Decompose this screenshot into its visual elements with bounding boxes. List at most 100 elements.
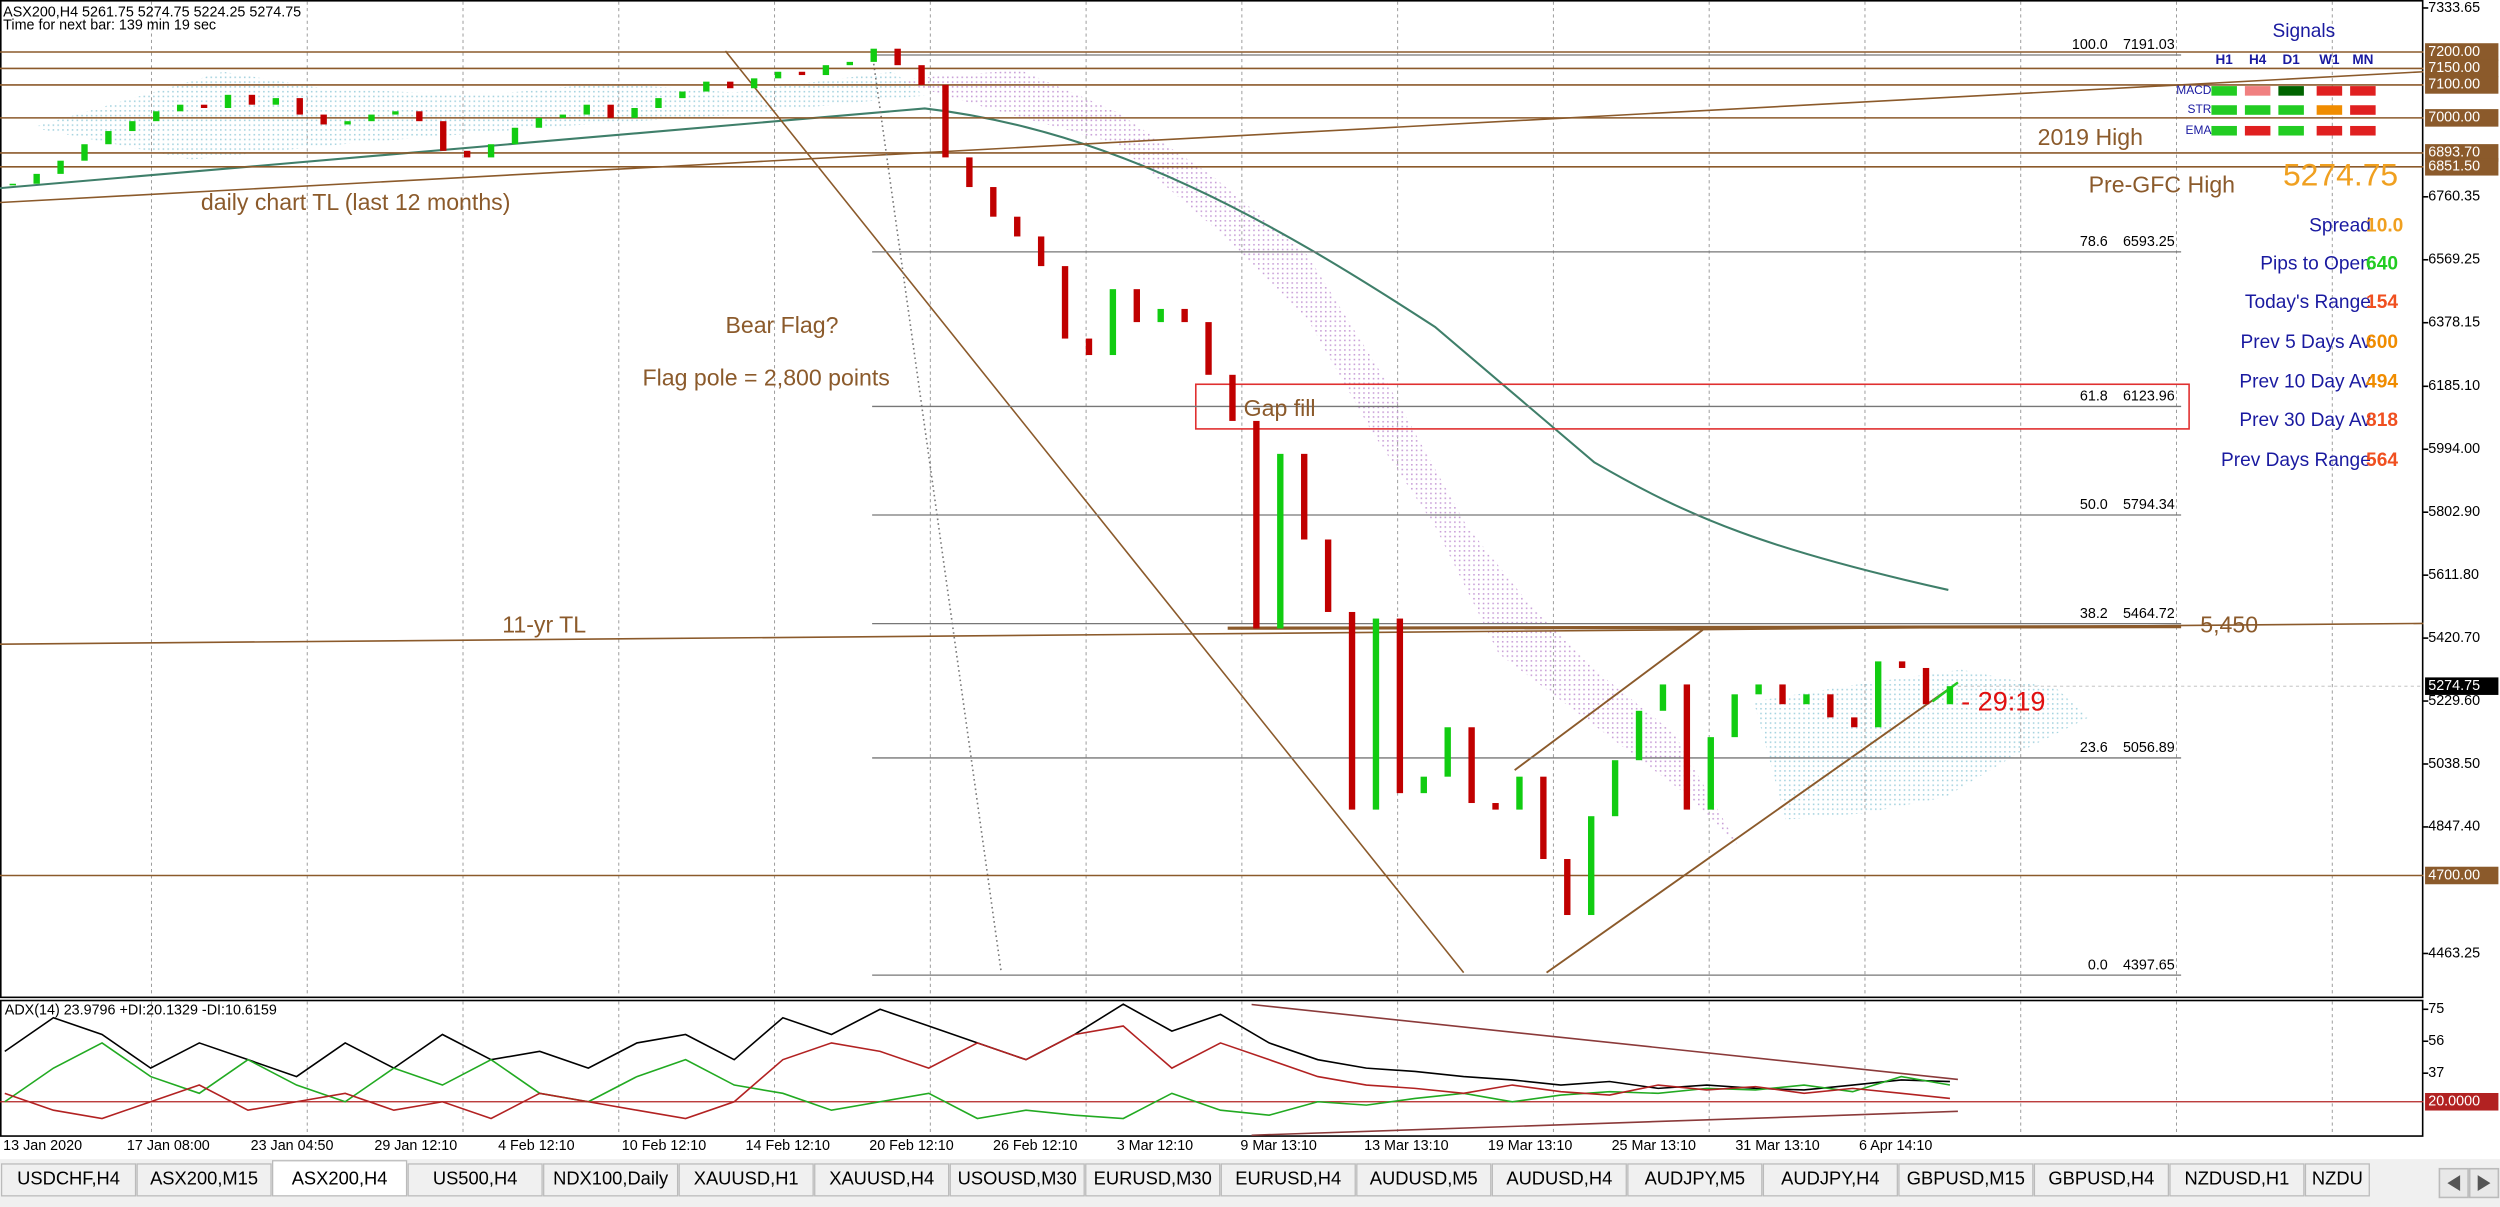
candle xyxy=(1898,661,1906,668)
time-tick-label: 3 Mar 12:10 xyxy=(1117,1138,1193,1154)
tab[interactable] xyxy=(0,1163,137,1197)
adx-tick-label: 56 xyxy=(2428,1033,2444,1049)
tab-label: GBPUSD,M15 xyxy=(1907,1168,2025,1189)
signal-cell xyxy=(2244,86,2271,96)
signal-cell xyxy=(2316,105,2343,115)
candle xyxy=(1372,618,1380,810)
stat-value: 818 xyxy=(2366,410,2398,431)
candle xyxy=(1420,776,1427,794)
tab-label: AUDJPY,H4 xyxy=(1781,1168,1879,1189)
candle xyxy=(1827,694,1834,718)
signal-cell xyxy=(2350,125,2376,136)
candle xyxy=(1109,289,1117,356)
candle xyxy=(1348,611,1356,810)
price-tick-label: 5611.80 xyxy=(2428,567,2479,583)
signal-cell xyxy=(2211,86,2237,96)
tab-label: NZDUSD,H1 xyxy=(2184,1168,2289,1189)
tab[interactable] xyxy=(272,1160,408,1197)
time-tick-label: 4 Feb 12:10 xyxy=(498,1138,575,1154)
tab-label: USDCHF,H4 xyxy=(17,1168,120,1189)
signal-cell xyxy=(2316,86,2343,96)
signal-cell xyxy=(2278,86,2304,96)
tab[interactable] xyxy=(1627,1163,1763,1197)
price-tick-label: 6378.15 xyxy=(2428,314,2480,330)
moving-average xyxy=(0,107,1949,591)
arrow-icon xyxy=(2477,1175,2491,1192)
tab[interactable] xyxy=(814,1163,950,1197)
fib-level: 23.6 xyxy=(2080,740,2108,756)
candle xyxy=(1277,453,1284,629)
time-tick-label: 31 Mar 13:10 xyxy=(1735,1138,1819,1154)
adx-level-badge xyxy=(2425,1092,2499,1111)
adx-level-label: 20.0000 xyxy=(2428,1094,2480,1110)
adx-trend-upper xyxy=(1251,1003,1958,1081)
level-label: 7200.00 xyxy=(2428,44,2480,60)
tab[interactable] xyxy=(2033,1163,2170,1197)
candle xyxy=(1492,803,1499,810)
candle xyxy=(1659,684,1667,711)
candle xyxy=(1635,710,1643,761)
signal-row: EMA xyxy=(2186,123,2212,137)
candle xyxy=(320,114,327,125)
price-tick-label: 5802.90 xyxy=(2428,504,2480,520)
tab[interactable] xyxy=(407,1163,543,1197)
candle xyxy=(296,98,303,115)
signal-row: MACD xyxy=(2176,83,2212,97)
time-tick-label: 17 Jan 08:00 xyxy=(127,1138,210,1154)
candle xyxy=(33,173,40,184)
tab[interactable] xyxy=(2304,1163,2370,1197)
tab[interactable] xyxy=(1220,1163,1356,1197)
stat-label: Pips to Open xyxy=(2260,254,2371,275)
candle xyxy=(822,65,830,76)
candle xyxy=(176,104,184,112)
resistance-5450 xyxy=(1227,625,2182,630)
stat-value: 564 xyxy=(2366,450,2398,471)
tab[interactable] xyxy=(136,1163,272,1197)
tab[interactable] xyxy=(1762,1163,1898,1197)
candle xyxy=(1229,374,1236,421)
price-tick-label: 6185.10 xyxy=(2428,378,2480,394)
bar-timer: Time for next bar: 139 min 19 sec xyxy=(3,17,216,33)
tab[interactable] xyxy=(949,1163,1085,1197)
candle xyxy=(1133,289,1140,323)
price-tick-label: 5420.70 xyxy=(2428,630,2480,646)
candle xyxy=(1014,216,1021,237)
stat-label: Prev 10 Day Av xyxy=(2239,372,2371,393)
candle xyxy=(1181,308,1188,323)
annotation: daily chart TL (last 12 months) xyxy=(201,189,511,215)
candle xyxy=(1731,694,1738,738)
fib-level: 78.6 xyxy=(2080,234,2108,250)
tab[interactable] xyxy=(1898,1163,2034,1197)
level-label: 6851.50 xyxy=(2428,159,2480,175)
flag-pole-line xyxy=(724,50,1465,974)
candle xyxy=(583,104,590,115)
candle xyxy=(1611,760,1619,817)
candle xyxy=(1085,338,1093,356)
tab-label: US500,H4 xyxy=(433,1168,518,1189)
candle xyxy=(535,117,543,128)
fib-level: 61.8 xyxy=(2080,389,2108,405)
signals-title: Signals xyxy=(2273,21,2336,42)
candle xyxy=(344,121,351,125)
symbol-line: ASX200,H4 5261.75 5274.75 5224.25 5274.7… xyxy=(3,5,301,21)
annotation: 2019 High xyxy=(2038,124,2143,150)
candle xyxy=(511,127,519,145)
level-badge xyxy=(2425,59,2499,78)
tab[interactable] xyxy=(678,1163,814,1197)
adx-tick-label: 37 xyxy=(2428,1065,2444,1081)
tab-label: EURUSD,M30 xyxy=(1094,1168,1212,1189)
candle xyxy=(440,121,447,151)
candle xyxy=(224,94,232,108)
tab[interactable] xyxy=(543,1163,679,1197)
tab[interactable] xyxy=(2169,1163,2305,1197)
signal-column: H1 xyxy=(2216,52,2234,67)
price-tick-label: 4463.25 xyxy=(2428,945,2480,961)
adx-tick-label: 75 xyxy=(2428,1001,2444,1017)
tab[interactable] xyxy=(1356,1163,1492,1197)
tab[interactable] xyxy=(1085,1163,1221,1197)
tab[interactable] xyxy=(1491,1163,1627,1197)
candle xyxy=(1588,816,1595,916)
fib-price: 6123.96 xyxy=(2123,389,2175,405)
